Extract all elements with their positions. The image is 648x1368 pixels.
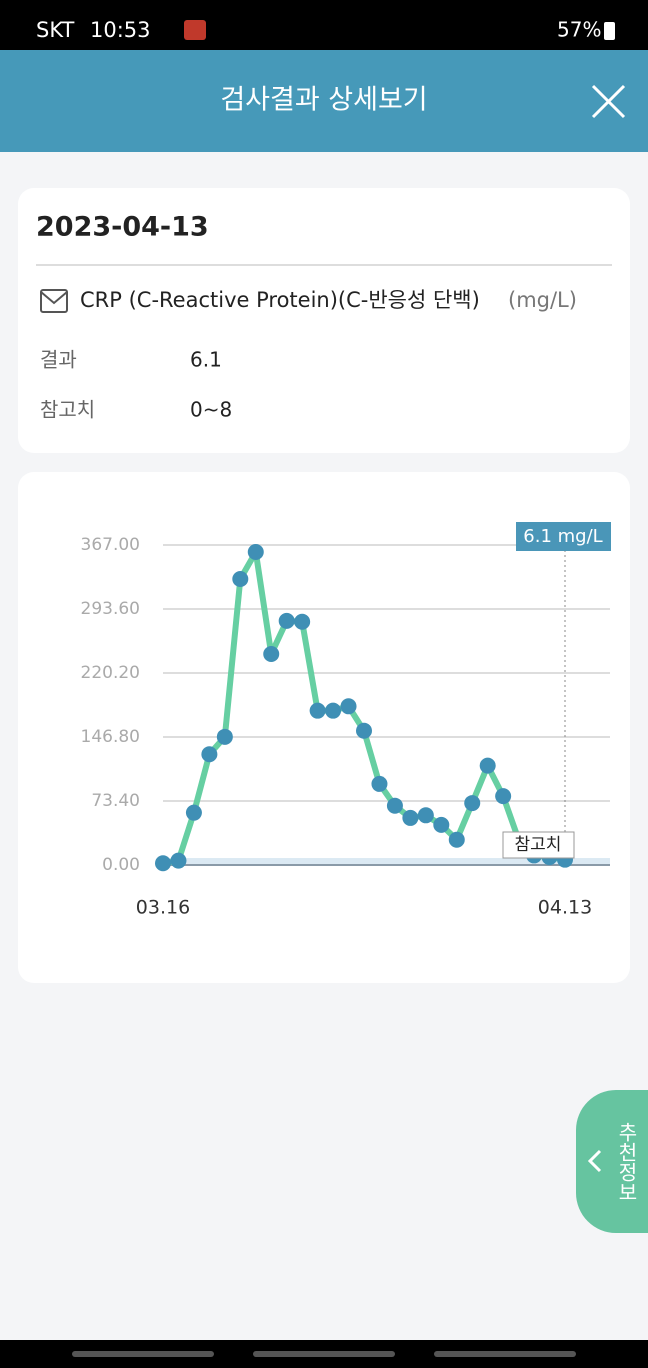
data-point [402,809,419,826]
reference-tag: 참고치 [515,835,562,855]
data-point [371,775,388,792]
test-unit: (mg/L) [508,288,577,312]
carrier: SKT [36,18,74,42]
data-point [278,612,295,629]
y-tick-label: 220.20 [81,663,140,683]
y-tick-label: 367.00 [81,535,140,555]
test-name: CRP (C-Reactive Protein)(C-반응성 단백) [80,288,480,312]
x-tick-label: 03.16 [136,897,190,919]
data-point [448,831,465,848]
close-button[interactable] [591,84,626,119]
side-button[interactable]: 추천정보 [576,1090,648,1233]
data-point [433,816,450,833]
y-tick-label: 146.80 [81,727,140,747]
latest-tag: 6.1 mg/L [523,526,602,547]
header-title: 검사결과 상세보기 [220,85,427,116]
result-card [18,188,630,453]
row-value: 6.1 [190,348,222,372]
header [0,50,648,152]
data-point [294,613,311,630]
data-point [309,702,326,719]
side-button-label: 추천정보 [615,1122,639,1202]
clock: 10:53 [90,18,151,42]
data-point [155,855,171,872]
chart-card [18,472,630,983]
data-point [325,702,342,719]
data-point [479,757,496,774]
reference-tag-bg [502,831,575,859]
row-value: 0~8 [190,398,232,422]
data-point [170,852,187,869]
y-tick-label: 73.40 [91,791,140,811]
data-point [201,746,218,763]
data-point [464,795,481,812]
y-tick-label: 293.60 [81,599,140,619]
x-tick-label: 04.13 [538,897,592,919]
data-point [216,728,233,745]
latest-tag-bg [516,522,611,551]
nav-button[interactable] [72,1351,214,1357]
chevron [587,1149,602,1173]
row-label: 참고치 [40,398,95,422]
data-point [417,807,434,824]
row-label: 결과 [40,348,77,372]
y-tick-label: 0.00 [102,855,140,875]
data-point [340,698,357,715]
nav-button[interactable] [434,1351,576,1357]
battery-icon [604,22,615,40]
data-point [356,722,372,739]
data-point [263,645,280,662]
data-point [185,804,202,821]
battery-level: 57% [557,18,601,42]
reference-band [163,858,610,865]
data-point [232,571,249,588]
nav-button[interactable] [253,1351,395,1357]
side-button-bg [576,1090,648,1233]
data-point [495,788,512,805]
notification-icon [184,20,206,40]
data-point [386,797,403,814]
data-point [247,543,264,560]
test-icon [40,289,68,313]
result-date: 2023-04-13 [36,212,209,243]
status-bar [0,0,648,50]
chart: 0.00 73.40 146.80 220.20 293.60 367.00 03.16 04… [81,522,611,919]
